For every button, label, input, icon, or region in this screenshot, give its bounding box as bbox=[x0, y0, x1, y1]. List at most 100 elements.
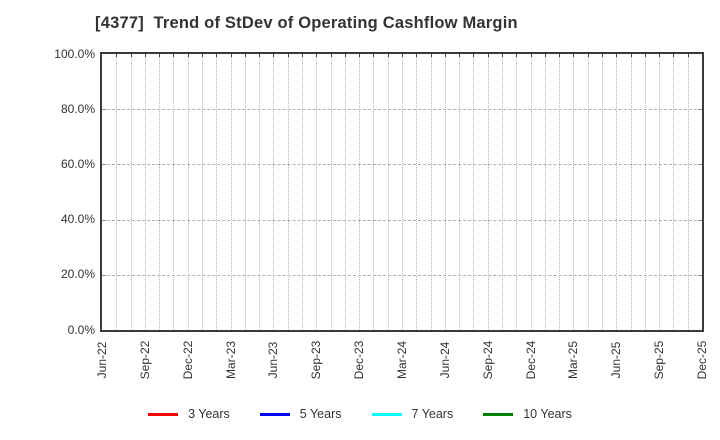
top-tick bbox=[287, 54, 289, 57]
vertical-gridline bbox=[216, 54, 218, 330]
top-tick bbox=[230, 54, 232, 57]
x-tick-label: Sep-23 bbox=[309, 340, 324, 380]
vertical-gridline bbox=[130, 54, 132, 330]
x-tick-label: Mar-24 bbox=[395, 341, 409, 380]
y-tick-label: 100.0% bbox=[54, 46, 95, 61]
legend-entry: 3 Years bbox=[148, 406, 230, 422]
vertical-gridline bbox=[559, 54, 561, 330]
top-tick bbox=[387, 54, 389, 57]
x-tick-label: Sep-22 bbox=[137, 340, 152, 380]
x-tick-label: Jun-25 bbox=[609, 341, 624, 379]
top-tick bbox=[444, 54, 446, 57]
top-tick bbox=[316, 54, 318, 57]
vertical-gridline bbox=[487, 54, 489, 330]
side-tick bbox=[698, 219, 702, 221]
horizontal-gridline bbox=[102, 164, 702, 166]
vertical-gridline bbox=[373, 54, 375, 330]
top-tick bbox=[302, 54, 303, 57]
top-tick bbox=[516, 54, 518, 57]
top-tick bbox=[487, 54, 489, 57]
top-tick bbox=[330, 54, 332, 57]
top-tick bbox=[344, 54, 346, 57]
vertical-gridline bbox=[644, 54, 646, 330]
vertical-gridline bbox=[359, 54, 361, 330]
top-tick bbox=[459, 54, 461, 57]
vertical-gridline bbox=[202, 54, 203, 330]
top-tick bbox=[202, 54, 203, 57]
legend-label: 5 Years bbox=[299, 407, 342, 421]
x-tick-label: Dec-25 bbox=[695, 340, 709, 380]
vertical-gridline bbox=[616, 54, 618, 330]
legend-line-swatch bbox=[371, 412, 402, 416]
vertical-gridline bbox=[587, 54, 589, 330]
side-tick bbox=[102, 219, 106, 221]
side-tick bbox=[102, 274, 106, 276]
top-tick bbox=[430, 54, 432, 57]
y-tick-label: 80.0% bbox=[60, 101, 95, 116]
top-tick bbox=[602, 54, 603, 57]
top-tick bbox=[587, 54, 589, 57]
vertical-gridline bbox=[316, 54, 318, 330]
vertical-gridline bbox=[244, 54, 246, 330]
top-tick bbox=[373, 54, 375, 57]
vertical-gridline bbox=[444, 54, 446, 330]
vertical-gridline bbox=[302, 54, 303, 330]
horizontal-gridline bbox=[102, 274, 702, 276]
x-tick-label: Sep-24 bbox=[480, 340, 495, 380]
vertical-gridline bbox=[330, 54, 332, 330]
plot-area bbox=[100, 52, 704, 332]
top-tick bbox=[173, 54, 175, 57]
top-tick bbox=[144, 54, 146, 57]
vertical-gridline bbox=[287, 54, 289, 330]
legend-entry: 5 Years bbox=[259, 406, 342, 422]
chart-title: [4377] Trend of StDev of Operating Cashf… bbox=[95, 14, 518, 32]
top-tick bbox=[544, 54, 546, 57]
horizontal-gridline bbox=[102, 109, 702, 111]
side-tick bbox=[698, 164, 702, 166]
x-tick-label: Jun-24 bbox=[437, 341, 452, 379]
y-tick-label: 0.0% bbox=[67, 322, 95, 337]
vertical-gridline bbox=[402, 54, 403, 330]
top-tick bbox=[216, 54, 218, 57]
vertical-gridline bbox=[673, 54, 675, 330]
vertical-gridline bbox=[459, 54, 461, 330]
top-tick bbox=[244, 54, 246, 57]
horizontal-gridline bbox=[102, 219, 702, 221]
vertical-gridline bbox=[230, 54, 232, 330]
top-tick bbox=[644, 54, 646, 57]
legend-entry: 7 Years bbox=[371, 406, 454, 422]
legend-label: 10 Years bbox=[523, 407, 572, 421]
vertical-gridline bbox=[516, 54, 518, 330]
x-tick-label: Mar-25 bbox=[566, 341, 581, 380]
legend-line-swatch bbox=[148, 412, 179, 416]
legend: 3 Years 5 Years 7 Years 10 Years bbox=[0, 406, 720, 422]
top-tick bbox=[116, 54, 118, 57]
top-tick bbox=[416, 54, 418, 57]
vertical-gridline bbox=[387, 54, 389, 330]
y-tick-label: 60.0% bbox=[60, 156, 95, 171]
legend-line-swatch bbox=[483, 412, 514, 416]
legend-label: 7 Years bbox=[411, 407, 454, 421]
vertical-gridline bbox=[473, 54, 475, 330]
top-tick bbox=[359, 54, 361, 57]
vertical-gridline bbox=[630, 54, 632, 330]
vertical-gridline bbox=[573, 54, 575, 330]
vertical-gridline bbox=[116, 54, 118, 330]
vertical-gridline bbox=[687, 54, 689, 330]
top-tick bbox=[130, 54, 132, 57]
legend-entry: 10 Years bbox=[483, 406, 572, 422]
top-tick bbox=[502, 54, 503, 57]
vertical-gridline bbox=[430, 54, 432, 330]
top-tick bbox=[673, 54, 675, 57]
vertical-gridline bbox=[416, 54, 418, 330]
vertical-gridline bbox=[259, 54, 261, 330]
top-tick bbox=[473, 54, 475, 57]
top-tick bbox=[616, 54, 618, 57]
top-tick bbox=[187, 54, 189, 57]
vertical-gridline bbox=[602, 54, 603, 330]
vertical-gridline bbox=[273, 54, 275, 330]
x-tick-label: Jun-23 bbox=[266, 341, 281, 379]
x-tick-label: Dec-23 bbox=[352, 340, 367, 380]
vertical-gridline bbox=[159, 54, 161, 330]
